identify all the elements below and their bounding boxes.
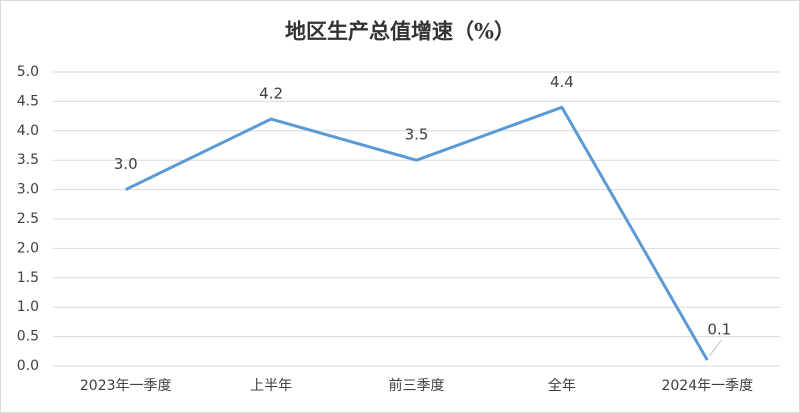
x-tick-label: 全年 [548, 377, 576, 394]
y-tick-label: 2.5 [17, 211, 39, 227]
x-tick-label: 2023年一季度 [80, 378, 172, 394]
y-tick-label: 5.0 [17, 64, 39, 80]
value-label: 0.1 [707, 321, 731, 339]
value-label: 4.2 [259, 85, 283, 103]
x-tick-label: 2024年一季度 [661, 378, 753, 394]
y-tick-label: 3.5 [17, 152, 39, 168]
y-tick-label: 2.0 [17, 240, 39, 256]
y-tick-label: 4.0 [17, 123, 39, 139]
y-tick-label: 4.5 [17, 93, 39, 109]
y-tick-label: 1.0 [17, 299, 39, 315]
value-label: 3.0 [114, 155, 138, 173]
y-tick-label: 3.0 [17, 182, 39, 198]
x-tick-label: 前三季度 [389, 377, 445, 394]
series-line [125, 105, 709, 361]
value-label: 3.5 [405, 126, 429, 144]
y-tick-label: 0.5 [17, 329, 39, 345]
value-label: 4.4 [550, 73, 574, 91]
leader-line [708, 339, 722, 357]
x-tick-label: 上半年 [250, 378, 292, 394]
y-tick-label: 0.0 [17, 358, 39, 374]
chart-title: 地区生产总值增速（%） [285, 19, 515, 44]
y-tick-label: 1.5 [17, 270, 39, 286]
